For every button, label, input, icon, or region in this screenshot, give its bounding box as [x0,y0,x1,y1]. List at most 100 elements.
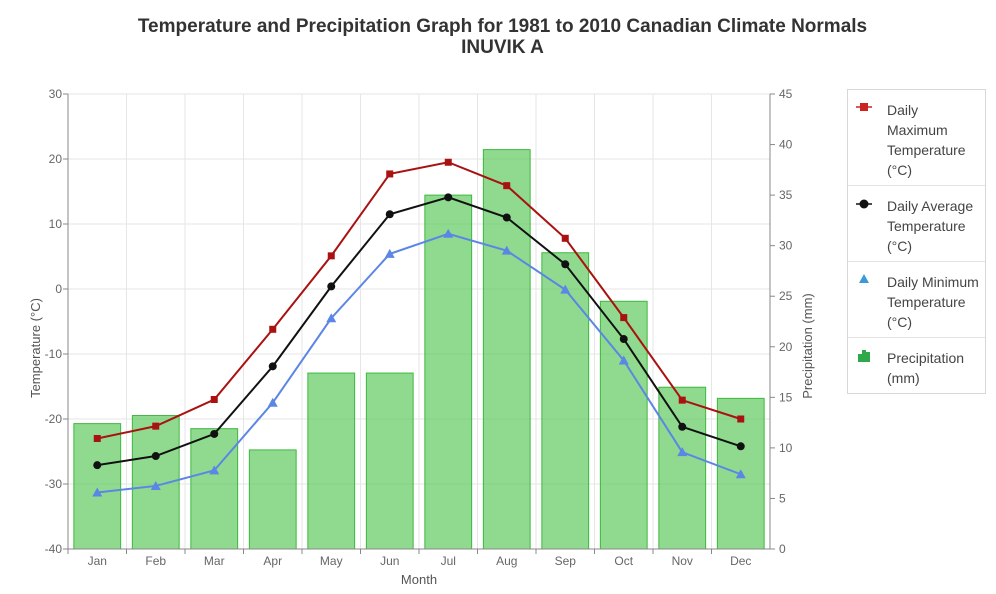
x-tick-label: Apr [263,554,282,568]
precipitation-bar [424,194,473,550]
legend-label-min-temp: Daily Minimum Temperature (°C) [887,274,979,330]
x-tick-label: Feb [145,554,166,568]
avg-temp-point [327,282,336,291]
bar-icon [858,350,870,362]
chart-title-block: Temperature and Precipitation Graph for … [0,16,996,58]
precipitation-bar [307,372,356,550]
y-left-tick-label: 10 [49,217,63,231]
min-temp-point [326,313,337,323]
grid-lines [67,93,771,550]
series-line-triangle [97,232,742,494]
series-line-square [97,161,742,440]
precipitation-bar [658,386,707,550]
precipitation-bar [248,449,297,550]
x-tick-label: Jul [441,554,456,568]
avg-temp-point [619,335,628,344]
y-left-tick-label: 0 [55,282,62,296]
y-left-tick-label: -10 [45,347,63,361]
max-temp-point [152,422,160,430]
circle-marker-icon [856,199,872,209]
legend-label-avg-temp: Daily Average Temperature (°C) [887,198,974,254]
avg-temp-point [561,260,570,269]
max-temp-point [327,252,335,260]
avg-temp-point [385,210,394,219]
avg-temp-point [210,429,219,438]
chart-subtitle: INUVIK A [461,37,544,58]
precipitation-bar [365,372,414,550]
precipitation-bar [482,149,531,550]
min-temp-point [209,465,220,475]
precipitation-bar [190,428,239,550]
legend-label-max-temp: Daily Maximum Temperature (°C) [887,102,966,178]
temperature-lines [92,158,746,497]
y-left-tick-label: -30 [45,477,63,491]
avg-temp-point [678,422,687,431]
min-temp-point [735,469,746,479]
y-right-tick-label: 0 [779,542,786,556]
max-temp-point [210,396,218,403]
series-line-circle [97,196,742,467]
y-left-tick-label: 20 [49,152,63,166]
legend: Daily Maximum Temperature (°C) Daily Ave… [847,89,986,394]
min-temp-point [384,248,395,258]
max-temp-point [561,234,569,242]
legend-label-precipitation: Precipitation (mm) [887,350,965,386]
legend-item-min-temp[interactable]: Daily Minimum Temperature (°C) [848,262,985,338]
min-temp-point [501,245,512,255]
x-tick-label: Jun [380,554,399,568]
x-tick-label: May [320,554,343,568]
triangle-marker-icon [859,274,869,283]
max-temp-point [678,396,686,404]
min-temp-point [150,480,161,490]
avg-temp-point [502,213,511,222]
avg-temp-point [268,362,277,371]
y-axis-left-title: Temperature (°C) [28,298,43,398]
x-axis-title: Month [401,572,437,587]
precipitation-bar [541,252,590,550]
x-tick-label: Mar [204,554,225,568]
max-temp-point [620,314,628,322]
legend-item-precipitation[interactable]: Precipitation (mm) [848,338,985,393]
x-tick-label: Nov [672,554,693,568]
legend-item-max-temp[interactable]: Daily Maximum Temperature (°C) [848,90,985,186]
max-temp-point [93,435,101,442]
max-temp-point [444,158,452,166]
y-left-tick-label: -20 [45,412,63,426]
avg-temp-point [151,452,160,461]
y-left-tick-label: 30 [49,87,63,101]
avg-temp-point [736,442,745,451]
y-right-tick-label: 15 [779,390,793,404]
y-right-tick-label: 20 [779,340,793,354]
max-temp-point [386,170,394,178]
y-left-tick-label: -40 [45,542,63,556]
max-temp-point [737,415,745,423]
y-right-tick-label: 45 [779,87,793,101]
x-tick-label: Aug [496,554,517,568]
max-temp-point [503,182,511,190]
min-temp-point [92,487,103,497]
y-axis-right-title: Precipitation (mm) [800,293,815,398]
min-temp-point [560,284,571,294]
x-tick-label: Jan [88,554,107,568]
y-right-tick-label: 5 [779,491,786,505]
x-tick-label: Sep [555,554,577,568]
y-right-tick-label: 10 [779,441,793,455]
legend-item-avg-temp[interactable]: Daily Average Temperature (°C) [848,186,985,262]
x-tick-label: Dec [730,554,751,568]
avg-temp-point [93,461,102,470]
precipitation-bars [73,149,765,550]
y-right-tick-label: 35 [779,188,793,202]
y-right-tick-label: 25 [779,289,793,303]
min-temp-point [677,447,688,457]
min-temp-point [443,228,454,238]
square-marker-icon [856,103,872,111]
y-right-tick-label: 40 [779,138,793,152]
max-temp-point [269,325,277,333]
x-tick-label: Oct [614,554,633,568]
min-temp-point [267,397,278,407]
min-temp-point [618,355,629,365]
axes: 30 20 10 0 -10 -20 -30 -40 45 40 35 30 25 20 15 10 5 0 Jan… [45,87,793,568]
chart-title: Temperature and Precipitation Graph for … [137,16,868,37]
precipitation-bar [73,423,122,550]
